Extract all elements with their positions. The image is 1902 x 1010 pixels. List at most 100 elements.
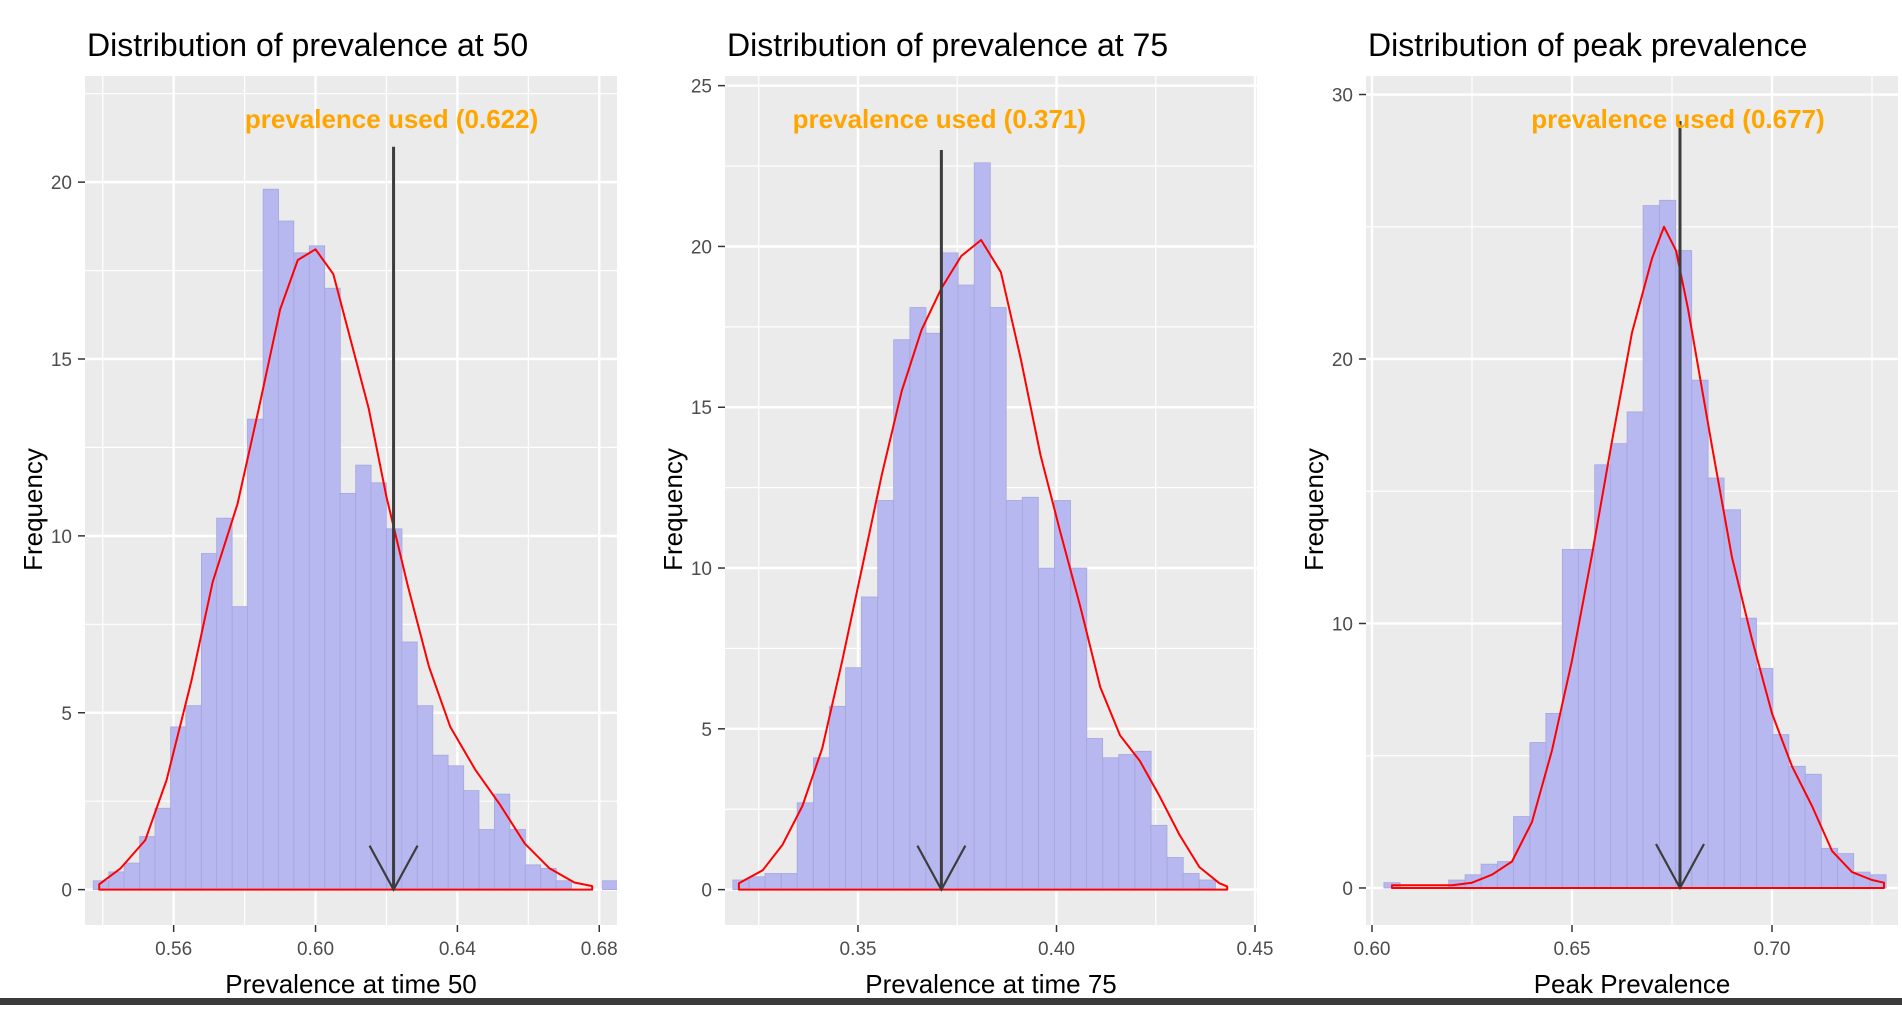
histogram-bar <box>262 188 279 891</box>
histogram-bar <box>893 339 911 891</box>
chart-title: Distribution of prevalence at 75 <box>727 27 1168 63</box>
histogram-bar <box>1691 379 1709 889</box>
histogram-bar <box>1086 738 1104 891</box>
histogram-bar <box>524 864 542 891</box>
histogram-bar <box>1102 757 1120 891</box>
histogram-bar <box>1038 567 1056 891</box>
y-axis-title: Frequency <box>18 448 48 571</box>
histogram-bar <box>1756 668 1774 889</box>
histogram-bar <box>324 287 341 891</box>
annotation-prevalence-used: prevalence used (0.622) <box>245 104 538 134</box>
histogram-bar <box>201 553 218 891</box>
histogram-bar <box>216 517 233 891</box>
x-tick-label: 0.65 <box>1554 939 1591 960</box>
histogram-bar <box>957 284 975 891</box>
y-tick-label: 10 <box>691 559 712 580</box>
y-tick-label: 10 <box>51 527 72 548</box>
x-tick-label: 0.70 <box>1754 939 1791 960</box>
chart-panel-1: prevalence used (0.622) 0 5 10 15 20 0.56 0.60 0… <box>18 27 618 999</box>
histogram-bar <box>277 220 295 891</box>
histogram-bar <box>1529 742 1547 889</box>
histogram-bar <box>447 765 465 891</box>
y-tick-label: 25 <box>691 77 712 98</box>
y-tick-label: 5 <box>701 720 712 741</box>
density-curve <box>98 248 594 891</box>
histogram-bar <box>432 754 449 891</box>
y-tick-label: 15 <box>51 350 72 371</box>
annotation-prevalence-used: prevalence used (0.677) <box>1531 104 1824 134</box>
histogram-bar <box>1739 617 1757 889</box>
plot-area <box>725 76 1257 925</box>
histogram-bar <box>1070 567 1088 891</box>
x-tick-label: 0.68 <box>581 939 618 960</box>
histogram-bar <box>231 606 249 891</box>
histogram-bar <box>828 705 846 891</box>
histogram-bar <box>1134 750 1152 891</box>
y-tick-label: 20 <box>691 237 712 258</box>
x-tick-label: 0.40 <box>1038 939 1075 960</box>
histogram-bar <box>417 705 434 891</box>
histogram-bar <box>1166 857 1184 891</box>
histogram-bar <box>185 705 202 891</box>
histogram-bar <box>1150 824 1168 891</box>
x-tick-label: 0.56 <box>155 939 192 960</box>
histogram-bar <box>509 829 526 891</box>
histogram-bar <box>1707 477 1725 889</box>
x-tick-label: 0.60 <box>297 939 334 960</box>
histogram-bar <box>1182 873 1200 891</box>
histogram-bar <box>308 245 326 891</box>
y-tick-label: 30 <box>1332 86 1353 107</box>
histogram-bar <box>748 876 766 891</box>
histogram-bar <box>1610 443 1628 889</box>
histogram-bar <box>602 880 617 891</box>
y-tick-label: 15 <box>691 398 712 419</box>
annotation-prevalence-used: prevalence used (0.371) <box>793 104 1086 134</box>
y-axis-title: Frequency <box>658 448 688 571</box>
histogram-bar <box>1005 500 1023 891</box>
histogram-bar <box>877 500 895 891</box>
window-bottom-border <box>0 998 1902 1005</box>
histogram-bar <box>1804 773 1822 889</box>
histogram-bar <box>1021 496 1039 891</box>
plot-area <box>1366 76 1898 925</box>
chart-panel-3: prevalence used (0.677) 0 10 20 30 0.60 0.65 0.… <box>1299 27 1898 999</box>
histogram-bar <box>1642 205 1660 889</box>
y-tick-label: 10 <box>1332 614 1353 635</box>
histogram-bar <box>1198 879 1216 891</box>
x-tick-label: 0.64 <box>439 939 476 960</box>
y-tick-label: 20 <box>1332 350 1353 371</box>
chart-title: Distribution of prevalence at 50 <box>87 27 528 63</box>
histogram-bar <box>764 873 782 891</box>
x-axis-title: Prevalence at time 75 <box>865 969 1116 999</box>
histogram-bar <box>941 252 959 891</box>
histogram-bar <box>370 482 387 891</box>
histogram-bar <box>355 464 372 891</box>
y-tick-label: 0 <box>1342 879 1353 900</box>
histogram-bar <box>339 493 356 891</box>
histogram-bar <box>463 790 480 891</box>
x-tick-label: 0.45 <box>1237 939 1274 960</box>
histogram-bar <box>1561 549 1579 889</box>
histogram-bar <box>555 880 572 891</box>
y-tick-label: 20 <box>51 173 72 194</box>
histogram-bar <box>989 307 1007 891</box>
histogram-bar <box>796 802 814 891</box>
histogram-bar <box>845 667 863 891</box>
plot-area <box>85 76 617 925</box>
reference-arrow-head <box>1655 843 1705 891</box>
density-curve <box>1391 225 1885 889</box>
histogram-bar <box>1723 509 1741 889</box>
x-axis-title: Peak Prevalence <box>1534 969 1731 999</box>
x-tick-label: 0.35 <box>840 939 877 960</box>
chart-panel-2: prevalence used (0.371) 0 5 10 15 20 25 0.35 0.4… <box>658 27 1274 999</box>
reference-arrow <box>368 146 419 892</box>
histogram-bar <box>1772 734 1790 889</box>
histogram-bar <box>861 596 878 891</box>
chart-title: Distribution of peak prevalence <box>1368 27 1807 63</box>
histogram-bar <box>478 829 495 891</box>
histogram-bar <box>123 862 140 891</box>
histogram-bar <box>1659 199 1677 889</box>
histogram-bar <box>1626 411 1644 889</box>
histogram-bar <box>909 307 927 891</box>
